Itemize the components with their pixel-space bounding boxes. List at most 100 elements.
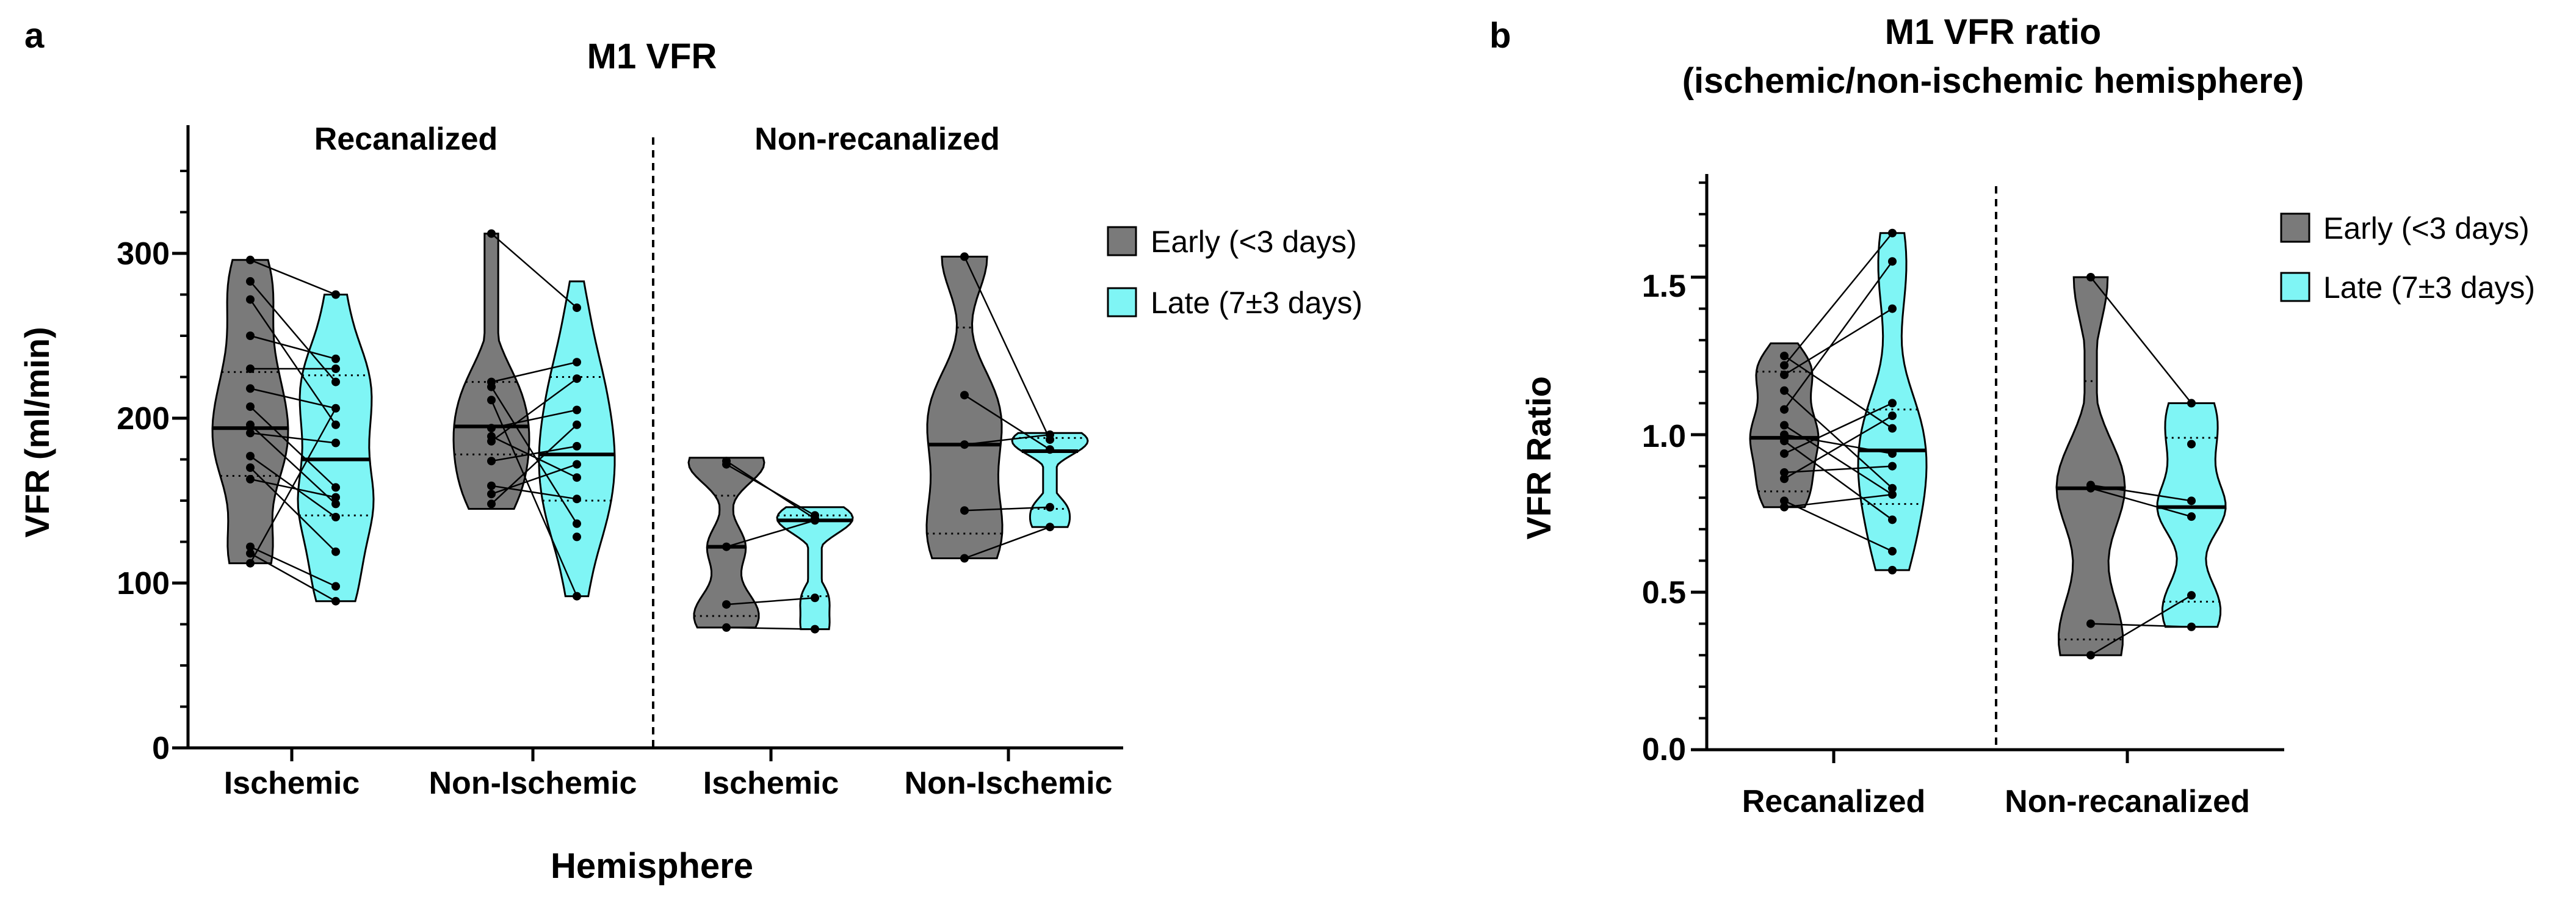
data-point-early — [1780, 496, 1789, 506]
data-point-late — [1888, 228, 1897, 237]
data-point-early — [1780, 421, 1789, 430]
paired-line — [2090, 595, 2192, 656]
data-point-late — [1888, 490, 1897, 499]
paired-line — [491, 485, 577, 500]
data-point-early — [960, 391, 969, 400]
panel-a-legend: Early (<3 days) Late (7±3 days) — [1107, 225, 1362, 320]
panel-b-ylabel: VFR Ratio — [1519, 376, 1558, 540]
data-point-late — [331, 354, 340, 363]
data-point-early — [487, 490, 496, 499]
paired-line — [1784, 308, 1893, 376]
data-point-late — [331, 499, 340, 509]
legend-label-early: Early (<3 days) — [1151, 225, 1357, 259]
data-point-early — [960, 440, 969, 449]
data-point-early — [246, 295, 255, 304]
data-point-early — [1780, 437, 1789, 446]
data-point-early — [246, 542, 255, 551]
violin-late — [1011, 432, 1089, 528]
paired-line — [491, 378, 577, 442]
panel-b-ytick-label: 1.0 — [1642, 419, 1686, 454]
data-point-early — [487, 424, 496, 433]
data-point-late — [331, 420, 340, 429]
paired-line — [1784, 433, 1893, 455]
paired-line — [491, 233, 577, 309]
legend-swatch-early — [2280, 212, 2310, 243]
data-point-early — [722, 542, 731, 551]
panel-b-ytick-label: 1.5 — [1642, 269, 1686, 304]
paired-line — [249, 299, 337, 426]
paired-line — [1784, 402, 1893, 455]
data-point-early — [1780, 430, 1789, 439]
data-point-early — [246, 463, 255, 472]
data-point-late — [573, 441, 581, 451]
paired-line — [491, 409, 577, 429]
data-point-early — [246, 549, 255, 558]
data-point-late — [573, 592, 581, 601]
panel-a-xtick-label: Non-Ischemic — [905, 766, 1113, 801]
panel-b-title-line1: M1 VFR ratio — [1885, 12, 2102, 52]
panel-b-ytick-labels: 0.0 0.5 1.0 1.5 — [1642, 269, 1686, 767]
data-point-late — [331, 404, 340, 413]
paired-line — [963, 256, 1051, 440]
paired-line — [726, 597, 816, 606]
panel-a-ytick-label: 100 — [117, 566, 170, 601]
panel-b-ytick-label: 0.0 — [1642, 732, 1686, 767]
paired-line — [250, 259, 336, 295]
data-point-late — [331, 493, 340, 502]
data-point-late — [1888, 257, 1897, 266]
paired-line — [490, 386, 578, 524]
data-point-late — [573, 420, 581, 429]
data-point-early — [722, 600, 731, 609]
data-point-early — [1780, 449, 1789, 458]
violin-early — [211, 259, 289, 565]
data-point-early — [487, 457, 496, 466]
paired-line — [491, 424, 577, 505]
paired-line — [491, 445, 577, 462]
data-point-late — [1888, 565, 1897, 574]
data-point-late — [1046, 502, 1054, 512]
paired-line — [250, 388, 336, 410]
data-point-late — [2187, 591, 2196, 600]
data-point-early — [487, 499, 496, 509]
data-point-late — [331, 547, 340, 556]
data-point-early — [2086, 484, 2095, 493]
paired-line — [491, 435, 577, 479]
data-point-late — [1888, 304, 1897, 313]
panel-a-axes — [172, 125, 1123, 761]
data-point-early — [487, 481, 496, 490]
data-point-early — [1780, 474, 1789, 484]
data-point-late — [811, 516, 819, 525]
data-point-late — [331, 483, 340, 492]
data-point-early — [246, 559, 255, 568]
legend-label-late: Late (7±3 days) — [1151, 286, 1362, 320]
data-point-late — [2187, 512, 2196, 521]
data-point-late — [811, 625, 819, 634]
data-point-late — [1046, 435, 1054, 444]
paired-line — [250, 335, 336, 360]
data-point-early — [246, 420, 255, 429]
data-point-late — [573, 460, 581, 469]
paired-line — [249, 408, 337, 564]
data-point-early — [487, 229, 496, 238]
data-point-early — [246, 332, 255, 340]
data-point-late — [2187, 496, 2196, 506]
data-point-late — [573, 519, 581, 528]
panel-a-xtick-labels: Ischemic Non-Ischemic Ischemic Non-Ische… — [224, 766, 1113, 801]
paired-line — [1784, 424, 1893, 496]
data-point-early — [246, 474, 255, 484]
violin-early — [925, 255, 1004, 559]
paired-line — [2090, 484, 2192, 502]
panel-a-xtick-label: Ischemic — [224, 766, 360, 801]
data-point-late — [331, 582, 340, 591]
paired-line — [250, 553, 336, 602]
paired-line — [491, 463, 577, 495]
paired-line — [2090, 277, 2192, 404]
data-point-late — [573, 473, 581, 482]
data-point-early — [246, 364, 255, 373]
data-point-late — [331, 596, 340, 606]
legend-swatch-early — [1107, 226, 1137, 256]
data-point-late — [1888, 399, 1897, 408]
data-point-early — [246, 255, 255, 264]
data-point-early — [722, 460, 731, 469]
